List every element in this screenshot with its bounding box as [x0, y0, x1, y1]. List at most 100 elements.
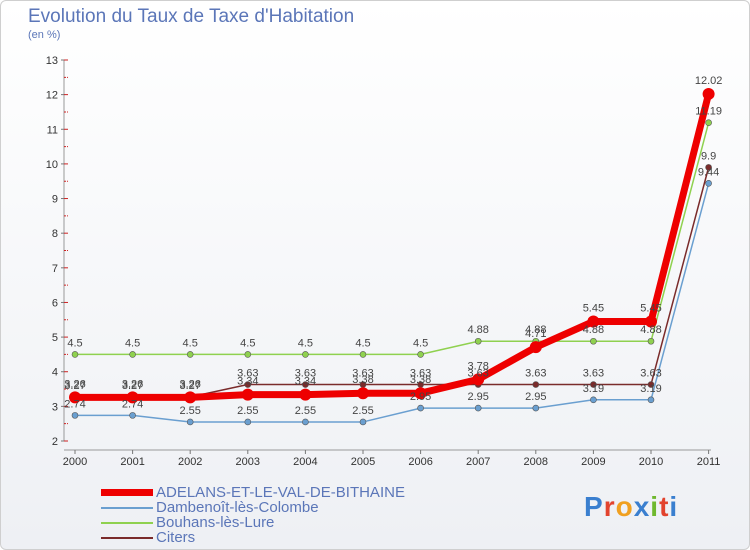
data-label: 3.27: [122, 380, 143, 392]
data-point: [71, 412, 79, 419]
legend-label: Citers: [156, 529, 196, 546]
data-point: [71, 351, 79, 358]
data-label: 3.26: [64, 378, 85, 390]
data-label: 4.5: [413, 337, 428, 349]
x-tick-label: 2010: [639, 456, 663, 468]
legend-swatch: [101, 521, 153, 524]
data-point: [302, 351, 309, 358]
data-label: 3.27: [64, 380, 85, 392]
data-point: [702, 87, 715, 100]
data-point: [241, 388, 254, 401]
data-point: [184, 391, 197, 404]
data-label: 3.26: [122, 378, 143, 390]
proxiti-logo: Proxiti: [584, 491, 678, 523]
logo-letter: x: [633, 491, 651, 522]
data-label: 3.38: [352, 374, 373, 386]
data-label: 3.34: [237, 376, 258, 388]
legend-item: ADELANS-ET-LE-VAL-DE-BITHAINE: [101, 485, 405, 500]
data-point: [417, 404, 424, 412]
data-label: 5.45: [640, 303, 661, 315]
data-point: [126, 391, 139, 404]
data-point: [357, 387, 369, 400]
data-label: 9.44: [698, 166, 719, 178]
data-label: 2.55: [237, 405, 258, 417]
data-label: 2.55: [179, 405, 200, 417]
data-label: 2.95: [525, 391, 546, 403]
data-label: 9.9: [701, 150, 716, 162]
data-label: 3.78: [467, 360, 488, 372]
y-tick-label: 7: [52, 263, 58, 275]
data-point: [302, 381, 309, 388]
y-tick-label: 10: [46, 159, 58, 171]
data-label: 4.5: [67, 337, 82, 349]
data-label: 4.5: [125, 337, 140, 349]
x-tick-label: 2006: [408, 456, 432, 468]
data-label: 3.19: [640, 383, 661, 395]
logo-letter: i: [650, 491, 660, 522]
data-point: [186, 351, 194, 358]
data-point: [532, 404, 540, 412]
series-group: [69, 87, 715, 426]
legend-swatch: [101, 506, 153, 509]
data-label: 4.5: [240, 337, 255, 349]
legend-swatch: [101, 489, 153, 496]
data-point: [299, 388, 312, 401]
data-point: [647, 381, 655, 388]
legend-label: ADELANS-ET-LE-VAL-DE-BITHAINE: [156, 484, 405, 501]
legend: ADELANS-ET-LE-VAL-DE-BITHAINE Dambenoît-l…: [101, 485, 405, 545]
data-label: 12.02: [695, 75, 723, 87]
data-point: [244, 418, 252, 426]
chart-title: Evolution du Taux de Taxe d'Habitation: [28, 6, 355, 27]
data-point: [705, 119, 712, 126]
data-point: [359, 418, 367, 426]
y-tick-label: 6: [52, 297, 58, 309]
data-point: [186, 418, 194, 426]
legend-item: Bouhans-lès-Lure: [101, 515, 405, 530]
data-point: [414, 387, 427, 400]
data-label: 5.45: [583, 303, 604, 315]
y-tick-label: 11: [47, 124, 58, 136]
data-point: [474, 337, 482, 345]
x-tick-label: 2011: [697, 456, 721, 468]
legend-item: Dambenoît-lès-Colombe: [101, 500, 405, 515]
data-label: 3.19: [583, 383, 604, 395]
axes: 2 3 4 5 6 7 8 9 10 11 12 13 2000 2001 2002 2003 2004 2005…: [46, 55, 721, 468]
data-label: 3.63: [525, 368, 546, 380]
data-point: [244, 381, 252, 388]
data-point: [359, 351, 367, 358]
data-point: [590, 337, 597, 345]
x-tick-label: 2004: [293, 456, 317, 468]
data-label: 3.26: [179, 378, 200, 390]
series-line: [74, 182, 710, 423]
y-tick-label: 9: [52, 194, 58, 206]
logo-letter: t: [659, 491, 670, 522]
data-point: [472, 373, 485, 386]
data-label: 4.88: [467, 324, 488, 336]
legend-label: Dambenoît-lès-Colombe: [156, 499, 319, 516]
data-point: [129, 351, 136, 358]
data-label: 3.63: [640, 368, 661, 380]
data-point: [645, 315, 657, 328]
data-label: 3.63: [583, 368, 604, 380]
data-label: 4.5: [355, 337, 370, 349]
data-label: 4.88: [640, 324, 661, 336]
data-label: 4.88: [583, 324, 604, 336]
data-point: [69, 391, 81, 404]
data-label: 2.95: [467, 391, 488, 403]
data-label: 3.34: [295, 376, 316, 388]
data-label: 2.55: [295, 405, 316, 417]
x-tick-label: 2009: [581, 456, 605, 468]
series-line: [74, 166, 710, 398]
logo-letter: o: [615, 491, 634, 522]
data-label: 4.88: [525, 324, 546, 336]
x-tick-label: 2007: [466, 456, 490, 468]
x-tick-label: 2002: [178, 456, 202, 468]
data-point: [705, 164, 712, 171]
legend-label: Bouhans-lès-Lure: [156, 514, 275, 531]
x-tick-label: 2001: [120, 456, 144, 468]
data-label: 3.63: [237, 368, 258, 380]
logo-letter: P: [584, 491, 604, 522]
data-point: [244, 351, 252, 358]
y-tick-label: 4: [52, 367, 58, 379]
